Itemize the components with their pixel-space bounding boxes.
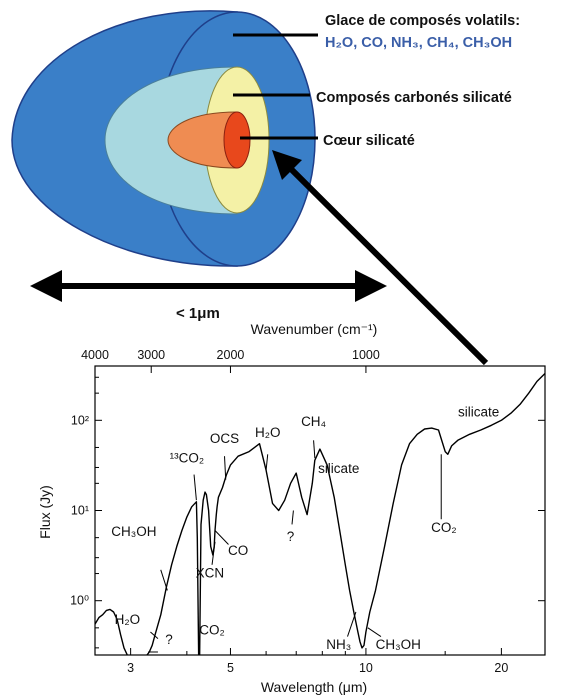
chart-annotations: CH₃OH H₂O? ¹³CO₂ OCS H₂O CH₄ silicate silicate C…	[111, 405, 499, 653]
spectrum-line	[95, 373, 545, 655]
x-tick-label: 20	[494, 661, 508, 675]
pointer-arrow-head	[272, 150, 302, 180]
annotation-label: silicate	[318, 461, 359, 476]
x2-tick-label: 3000	[137, 348, 165, 362]
annotation-leader	[313, 440, 316, 459]
annotation-leader	[367, 627, 382, 638]
annotation-leader	[193, 474, 197, 501]
size-arrow	[30, 270, 387, 302]
annotation-label: CH₃OH	[111, 524, 156, 539]
chart-ticks: 3 5 10 20 4000 3000 2000 1000 10⁰ 10¹ 10²	[70, 348, 545, 675]
annotation-leader	[150, 631, 159, 639]
y-tick-label: 10⁰	[70, 594, 89, 608]
x2-tick-label: 1000	[352, 348, 380, 362]
annotation-label: NH₃	[326, 637, 351, 652]
annotation-leader	[211, 541, 216, 565]
annotation-label: H₂O	[115, 612, 141, 627]
annotation-leader	[265, 454, 269, 471]
annotation-label: CO₂	[431, 520, 457, 535]
carbon-layer-label: Composés carbonés silicaté	[316, 90, 512, 106]
annotation-label: H₂O	[255, 425, 281, 440]
pointer-arrow	[272, 150, 489, 366]
x-tick-label: 5	[227, 661, 234, 675]
annotation-label: CO	[228, 543, 248, 558]
x2-tick-label: 2000	[217, 348, 245, 362]
annotation-label: OCS	[210, 431, 239, 446]
spectrum-chart: Wavenumber (cm⁻¹) Flux (Jy) Wavelength (…	[37, 321, 546, 695]
annotation-label: ¹³CO₂	[170, 451, 204, 466]
x2-axis-title: Wavenumber (cm⁻¹)	[251, 321, 378, 337]
chart-lines	[95, 373, 545, 655]
core-cut	[167, 111, 238, 169]
annotation-leader	[224, 456, 227, 480]
silicate-core	[223, 111, 251, 169]
size-arrow-right-head	[355, 270, 387, 302]
core-label: Cœur silicaté	[323, 133, 415, 149]
x-tick-label: 3	[127, 661, 134, 675]
annotation-leader	[214, 530, 229, 545]
annotation-label: XCN	[196, 566, 225, 581]
ice-layer-label: Glace de composés volatils:	[325, 13, 520, 29]
annotation-label: CH₄	[301, 414, 326, 429]
size-arrow-left-head	[30, 270, 62, 302]
annotation-leader	[347, 611, 357, 637]
annotation-label: ?	[287, 529, 295, 544]
annotation-label: CH₃OH	[376, 637, 421, 652]
annotation-label: ?	[165, 632, 173, 647]
annotation-label: silicate	[458, 405, 499, 420]
x-tick-label: 10	[359, 661, 373, 675]
x2-tick-label: 4000	[81, 348, 109, 362]
annotation-leader	[160, 569, 168, 591]
grain-diagram	[11, 10, 316, 267]
annotation-label: CO₂	[199, 623, 225, 638]
y-axis-title: Flux (Jy)	[37, 485, 53, 539]
ice-species-label: H₂O, CO, NH₃, CH₄, CH₃OH	[325, 35, 512, 51]
y-tick-label: 10²	[71, 413, 89, 427]
y-tick-label: 10¹	[71, 504, 89, 518]
annotation-leader	[291, 510, 294, 525]
x-axis-title: Wavelength (μm)	[261, 679, 367, 695]
size-label: < 1μm	[176, 305, 220, 322]
